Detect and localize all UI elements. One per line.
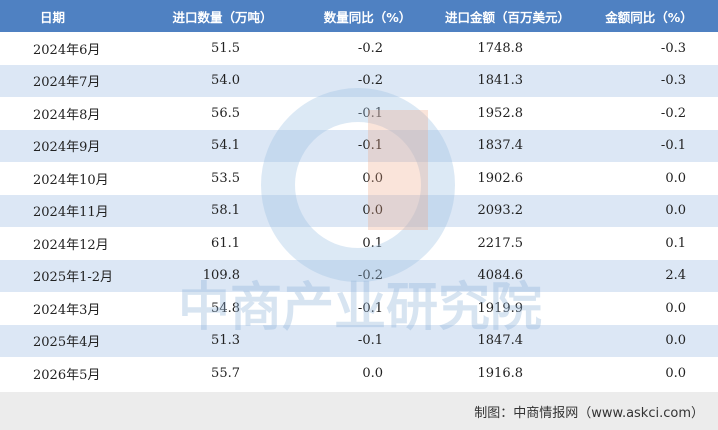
value-cell: 0.0 <box>665 365 686 381</box>
table-row: 2024年10月 53.5 0.0 1902.6 0.0 <box>0 162 718 195</box>
table-row: 2024年11月 58.1 0.0 2093.2 0.0 <box>0 194 718 227</box>
value-cell: 1916.8 <box>477 365 524 381</box>
value-cell: 2.4 <box>580 259 718 292</box>
value-cell: -0.1 <box>580 129 718 162</box>
value-cell: 51.3 <box>145 324 290 357</box>
date-cell: 2025年1-2月 <box>0 259 145 292</box>
date-cell: 2025年4月 <box>0 324 145 357</box>
header-cell: 金额同比（%） <box>580 0 718 32</box>
value-cell: -0.1 <box>357 105 383 121</box>
value-cell: -0.2 <box>290 259 435 292</box>
data-table: 日期 进口数量（万吨） 数量同比（%） 进口金额（百万美元） 金额同比（%） 2024年… <box>0 0 718 390</box>
value-cell: 0.0 <box>665 170 686 186</box>
table-row: 2024年3月 54.8 -0.1 1919.9 0.0 <box>0 292 718 325</box>
value-cell: 55.7 <box>211 365 240 381</box>
value-cell: 1837.4 <box>435 129 580 162</box>
date-cell: 2024年10月 <box>33 172 109 188</box>
value-cell: 2217.5 <box>477 235 524 251</box>
value-cell: 61.1 <box>211 235 240 251</box>
footer: 制图：中商情报网（www.askci.com） <box>0 392 718 430</box>
footer-text: 制图：中商情报网（www.askci.com） <box>474 406 704 421</box>
header-cell: 进口金额（百万美元） <box>435 0 580 32</box>
date-cell: 2024年3月 <box>33 302 101 318</box>
value-cell: 56.5 <box>211 105 240 121</box>
table-row: 2024年9月 54.1 -0.1 1837.4 -0.1 <box>0 129 718 162</box>
value-cell: -0.1 <box>290 129 435 162</box>
value-cell: 0.0 <box>580 324 718 357</box>
value-cell: 0.1 <box>665 235 686 251</box>
date-cell: 2024年12月 <box>33 237 109 253</box>
value-cell: 1902.6 <box>477 170 524 186</box>
value-cell: -0.2 <box>660 105 686 121</box>
value-cell: -0.3 <box>660 40 686 56</box>
value-cell: 1841.3 <box>435 64 580 97</box>
value-cell: -0.3 <box>580 64 718 97</box>
table-row: 2024年6月 51.5 -0.2 1748.8 -0.3 <box>0 32 718 65</box>
value-cell: 1847.4 <box>435 324 580 357</box>
value-cell: 53.5 <box>211 170 240 186</box>
value-cell: 54.0 <box>145 64 290 97</box>
date-cell: 2024年7月 <box>0 64 145 97</box>
header-cell: 进口数量（万吨） <box>145 0 290 32</box>
value-cell: -0.1 <box>290 324 435 357</box>
date-cell: 2024年8月 <box>33 107 101 123</box>
table-body: 2024年6月 51.5 -0.2 1748.8 -0.3 2024年7月 54.0 -0.2… <box>0 32 718 390</box>
value-cell: 0.0 <box>362 365 383 381</box>
table-row: 2024年7月 54.0 -0.2 1841.3 -0.3 <box>0 64 718 97</box>
header-row: 日期 进口数量（万吨） 数量同比（%） 进口金额（百万美元） 金额同比（%） <box>0 0 718 32</box>
value-cell: 54.8 <box>211 300 240 316</box>
value-cell: -0.2 <box>290 64 435 97</box>
table-row: 2024年12月 61.1 0.1 2217.5 0.1 <box>0 227 718 260</box>
value-cell: 1748.8 <box>477 40 524 56</box>
date-cell: 2024年11月 <box>0 194 145 227</box>
value-cell: 58.1 <box>145 194 290 227</box>
value-cell: -0.2 <box>357 40 383 56</box>
table-row: 2025年1-2月 109.8 -0.2 4084.6 2.4 <box>0 259 718 292</box>
value-cell: -0.1 <box>357 300 383 316</box>
header-cell: 数量同比（%） <box>290 0 435 32</box>
value-cell: 0.0 <box>290 194 435 227</box>
value-cell: 0.1 <box>362 235 383 251</box>
value-cell: 51.5 <box>211 40 240 56</box>
date-cell: 2024年6月 <box>33 42 101 58</box>
header-cell: 日期 <box>0 0 145 32</box>
value-cell: 0.0 <box>580 194 718 227</box>
table-row: 2024年8月 56.5 -0.1 1952.8 -0.2 <box>0 97 718 130</box>
date-cell: 2026年5月 <box>33 367 101 383</box>
value-cell: 1919.9 <box>477 300 524 316</box>
date-cell: 2024年9月 <box>0 129 145 162</box>
value-cell: 2093.2 <box>435 194 580 227</box>
value-cell: 4084.6 <box>435 259 580 292</box>
value-cell: 109.8 <box>145 259 290 292</box>
value-cell: 54.1 <box>145 129 290 162</box>
table-row: 2025年4月 51.3 -0.1 1847.4 0.0 <box>0 324 718 357</box>
table-row: 2026年5月 55.7 0.0 1916.8 0.0 <box>0 357 718 390</box>
value-cell: 1952.8 <box>477 105 524 121</box>
value-cell: 0.0 <box>665 300 686 316</box>
value-cell: 0.0 <box>362 170 383 186</box>
